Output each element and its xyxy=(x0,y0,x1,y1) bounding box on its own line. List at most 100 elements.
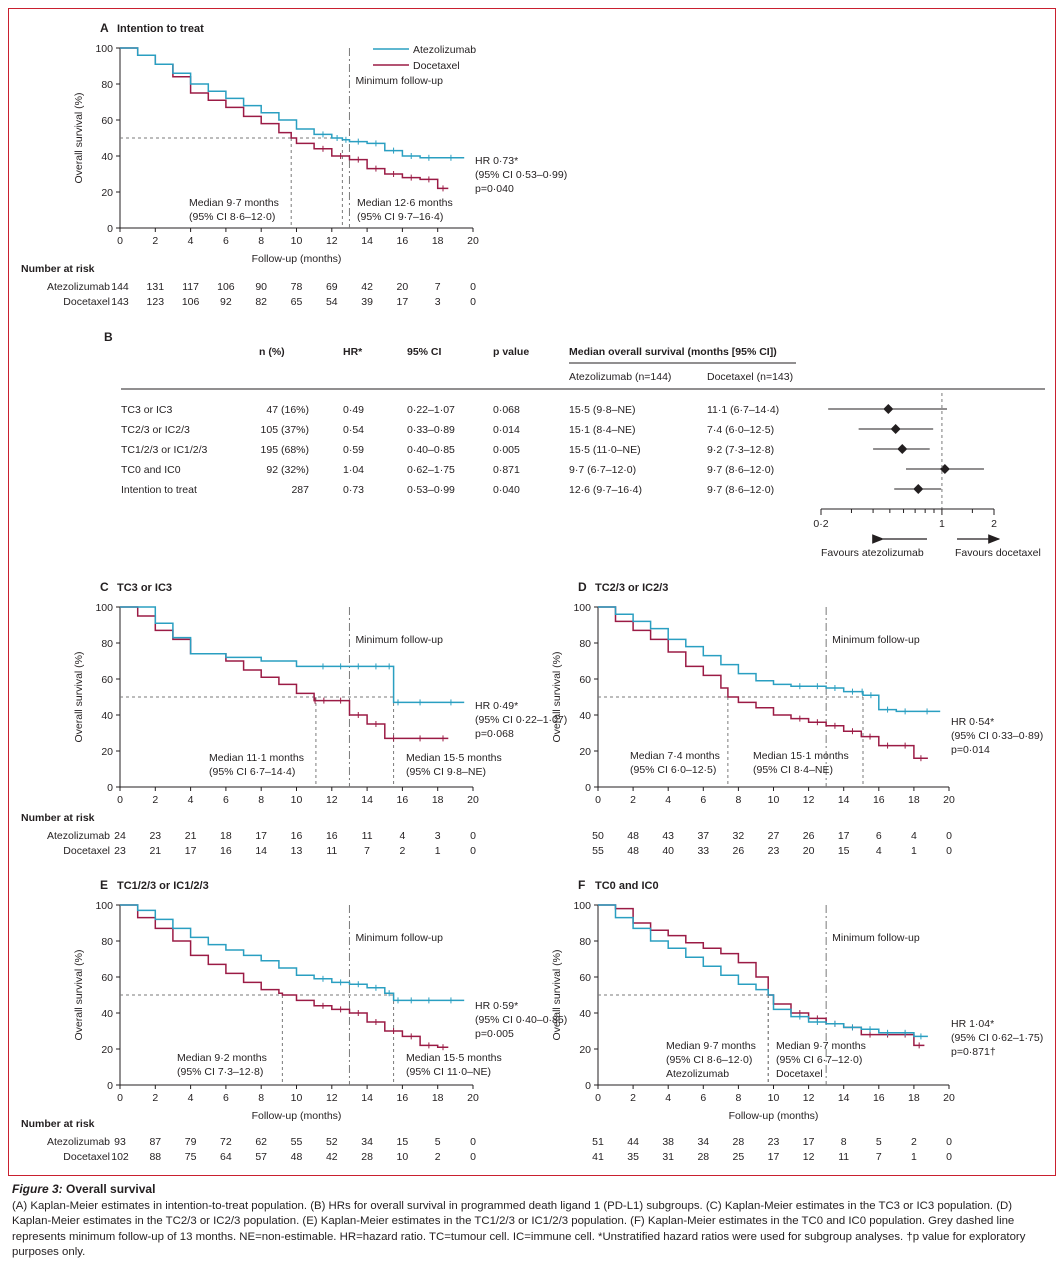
panel-D-x-tick-label: 18 xyxy=(908,794,920,806)
panel-E-risk-label-docetaxel: Docetaxel xyxy=(63,1151,110,1163)
panel-F-min-follow-up-label: Minimum follow-up xyxy=(832,932,920,944)
panel-C-y-tick-label: 0 xyxy=(107,782,113,794)
panel-D-risk-docetaxel: 20 xyxy=(803,845,815,857)
panel-D-risk-docetaxel: 1 xyxy=(911,845,917,857)
panel-C-risk-atezolizumab: 21 xyxy=(185,830,197,842)
panel-E-risk-docetaxel: 102 xyxy=(111,1151,129,1163)
panel-D-x-tick-label: 12 xyxy=(803,794,815,806)
panel-C-risk-atezolizumab: 17 xyxy=(255,830,267,842)
panel-A-risk-docetaxel: 54 xyxy=(326,296,338,308)
panel-E-x-tick-label: 10 xyxy=(291,1092,303,1104)
panel-F-risk-atezolizumab: 28 xyxy=(733,1136,745,1148)
panel-F-label: F xyxy=(578,878,585,892)
forest-hr-marker xyxy=(913,484,924,494)
panel-D-x-tick-label: 2 xyxy=(630,794,636,806)
panel-C-annotation: (95% CI 9·8–NE) xyxy=(406,766,486,778)
panel-E-x-tick-label: 16 xyxy=(397,1092,409,1104)
panel-D-y-tick-label: 40 xyxy=(579,710,591,722)
panel-C-y-axis-label: Overall survival (%) xyxy=(73,651,85,742)
panel-D-x-tick-label: 6 xyxy=(700,794,706,806)
panel-C-risk-atezolizumab: 16 xyxy=(291,830,303,842)
panel-F-annotation: Docetaxel xyxy=(776,1068,823,1080)
table-row-p: 0·005 xyxy=(493,444,520,456)
panel-F-y-tick-label: 0 xyxy=(585,1080,591,1092)
panel-C-x-tick-label: 6 xyxy=(223,794,229,806)
panel-A-annotation: (95% CI 8·6–12·0) xyxy=(189,211,275,223)
panel-C-x-tick-label: 16 xyxy=(397,794,409,806)
panel-E-title: TC1/2/3 or IC1/2/3 xyxy=(117,880,209,892)
panel-D-hr-text: HR 0·54* xyxy=(951,716,994,728)
forest-tick-label: 0·2 xyxy=(813,518,828,530)
panel-C-x-tick-label: 14 xyxy=(361,794,373,806)
table-row-median-atezolizumab: 15·5 (11·0–NE) xyxy=(569,444,641,456)
table-row-median-atezolizumab: 15·5 (9·8–NE) xyxy=(569,404,636,416)
panel-C-annotation: Median 15·5 months xyxy=(406,752,502,764)
panel-A-risk-docetaxel: 82 xyxy=(255,296,267,308)
panel-D-risk-atezolizumab: 27 xyxy=(768,830,780,842)
panel-C-risk-docetaxel: 13 xyxy=(291,845,303,857)
panel-E-risk-docetaxel: 0 xyxy=(470,1151,476,1163)
figure-title: Overall survival xyxy=(62,1182,156,1196)
panel-C-hr-text: p=0·068 xyxy=(475,728,514,740)
table-row-median-atezolizumab: 9·7 (6·7–12·0) xyxy=(569,464,636,476)
panel-D-risk-docetaxel: 26 xyxy=(733,845,745,857)
table-header-2: 95% CI xyxy=(407,346,442,358)
panel-D-risk-docetaxel: 33 xyxy=(697,845,709,857)
panel-F-x-tick-label: 10 xyxy=(768,1092,780,1104)
panel-A-risk-docetaxel: 65 xyxy=(291,296,303,308)
panel-C-risk-docetaxel: 0 xyxy=(470,845,476,857)
panel-D-risk-atezolizumab: 17 xyxy=(838,830,850,842)
panel-E-risk-docetaxel: 88 xyxy=(149,1151,161,1163)
panel-F-x-tick-label: 12 xyxy=(803,1092,815,1104)
panel-C-hr-text: HR 0·49* xyxy=(475,700,518,712)
table-header-0: n (%) xyxy=(259,346,285,358)
table-row-label: Intention to treat xyxy=(121,484,197,496)
panel-E-number-at-risk: Number at risk xyxy=(21,1118,95,1130)
panel-F-annotation: (95% CI 8·6–12·0) xyxy=(666,1054,752,1066)
panel-E-annotation: Median 9·2 months xyxy=(177,1052,267,1064)
table-row-ci: 0·33–0·89 xyxy=(407,424,455,436)
panel-F-title: TC0 and IC0 xyxy=(595,880,659,892)
panel-C-y-tick-label: 80 xyxy=(101,638,113,650)
panel-A-risk-atezolizumab: 20 xyxy=(397,281,409,293)
panel-E-annotation: Median 15·5 months xyxy=(406,1052,502,1064)
panel-D-x-tick-label: 10 xyxy=(768,794,780,806)
panel-D-y-tick-label: 0 xyxy=(585,782,591,794)
panel-C-risk-atezolizumab: 24 xyxy=(114,830,126,842)
table-row-median-docetaxel: 11·1 (6·7–14·4) xyxy=(707,404,779,416)
legend-atezolizumab-label: Atezolizumab xyxy=(413,44,476,56)
panel-E-risk-docetaxel: 64 xyxy=(220,1151,232,1163)
forest-tick-label: 2 xyxy=(991,518,997,530)
panel-E-x-tick-label: 18 xyxy=(432,1092,444,1104)
panel-E-risk-label-atezolizumab: Atezolizumab xyxy=(47,1136,110,1148)
panel-F-annotation: (95% CI 6·7–12·0) xyxy=(776,1054,862,1066)
table-row-ci: 0·53–0·99 xyxy=(407,484,455,496)
panel-A-risk-docetaxel: 123 xyxy=(147,296,165,308)
table-row-label: TC3 or IC3 xyxy=(121,404,173,416)
panel-D-annotation: (95% CI 6·0–12·5) xyxy=(630,764,716,776)
table-row-label: TC2/3 or IC2/3 xyxy=(121,424,190,436)
panel-A-risk-docetaxel: 92 xyxy=(220,296,232,308)
panel-D-x-tick-label: 0 xyxy=(595,794,601,806)
panel-A-hr-text: (95% CI 0·53–0·99) xyxy=(475,169,567,181)
panel-A-hr-text: HR 0·73* xyxy=(475,155,518,167)
panel-F-risk-docetaxel: 35 xyxy=(627,1151,639,1163)
panel-D-risk-atezolizumab: 43 xyxy=(662,830,674,842)
panel-E-risk-atezolizumab: 52 xyxy=(326,1136,338,1148)
figure-caption: Figure 3: Overall survival (A) Kaplan-Me… xyxy=(12,1182,1052,1261)
panel-A-risk-label-docetaxel: Docetaxel xyxy=(63,296,110,308)
panel-A-risk-label-atezolizumab: Atezolizumab xyxy=(47,281,110,293)
forest-hr-marker xyxy=(890,424,901,434)
table-row-ci: 0·40–0·85 xyxy=(407,444,455,456)
panel-E-risk-atezolizumab: 55 xyxy=(291,1136,303,1148)
panel-A-x-tick-label: 8 xyxy=(258,235,264,247)
forest-tick-label: 1 xyxy=(939,518,945,530)
panel-D-risk-atezolizumab: 0 xyxy=(946,830,952,842)
panel-E-y-tick-label: 0 xyxy=(107,1080,113,1092)
panel-C-label: C xyxy=(100,580,109,594)
panel-E-x-tick-label: 6 xyxy=(223,1092,229,1104)
panel-F-risk-docetaxel: 7 xyxy=(876,1151,882,1163)
panel-A-risk-atezolizumab: 69 xyxy=(326,281,338,293)
panel-F-y-axis-label: Overall survival (%) xyxy=(551,949,563,1040)
panel-F-y-tick-label: 40 xyxy=(579,1008,591,1020)
